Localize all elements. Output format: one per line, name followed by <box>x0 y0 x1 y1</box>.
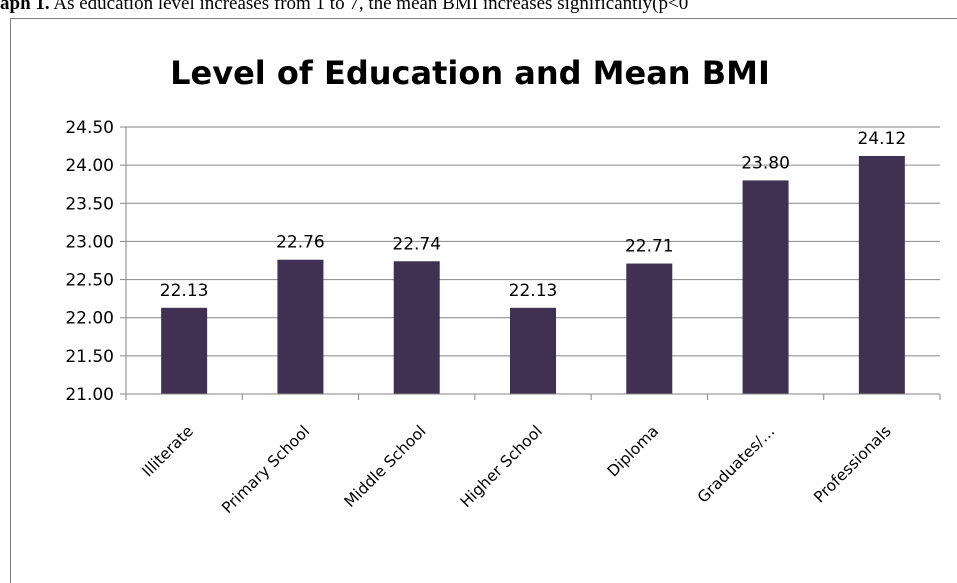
y-tick-label: 22.00 <box>65 309 114 329</box>
bar <box>510 308 556 394</box>
data-label: 24.12 <box>858 129 907 149</box>
y-tick-label: 24.00 <box>65 156 114 176</box>
category-label: Graduates/… <box>694 422 778 506</box>
y-tick-label: 23.00 <box>65 232 114 252</box>
y-tick-label: 22.50 <box>65 271 114 291</box>
data-label: 22.71 <box>625 237 674 257</box>
data-labels: 22.13 22.76 22.74 22.13 22.71 23.80 24.12 <box>160 129 906 301</box>
bar <box>626 264 672 394</box>
data-label: 22.74 <box>392 234 441 254</box>
category-labels: Illiterate Primary School Middle School Hig… <box>139 422 895 517</box>
y-axis-ticks: 21.00 21.50 22.00 22.50 23.00 23.50 24.00 24.50 <box>65 118 126 405</box>
category-label: Middle School <box>341 422 430 511</box>
bar <box>277 260 323 394</box>
data-label: 22.76 <box>276 233 325 253</box>
y-tick-label: 21.00 <box>65 385 114 405</box>
category-label: Higher School <box>457 422 546 511</box>
data-label: 22.13 <box>509 281 558 301</box>
bar <box>859 156 905 394</box>
bar <box>743 180 789 394</box>
category-label: Diploma <box>604 422 662 480</box>
y-tick-label: 21.50 <box>65 347 114 367</box>
category-label: Illiterate <box>139 422 197 480</box>
bar <box>161 308 207 394</box>
data-label: 23.80 <box>741 153 790 173</box>
chart-title: Level of Education and Mean BMI <box>170 54 770 92</box>
category-label: Primary School <box>218 422 313 517</box>
y-tick-label: 23.50 <box>65 194 114 214</box>
bar <box>394 261 440 394</box>
bars <box>161 156 905 394</box>
data-label: 22.13 <box>160 281 209 301</box>
y-tick-label: 24.50 <box>65 118 114 138</box>
category-label: Professionals <box>810 422 894 506</box>
